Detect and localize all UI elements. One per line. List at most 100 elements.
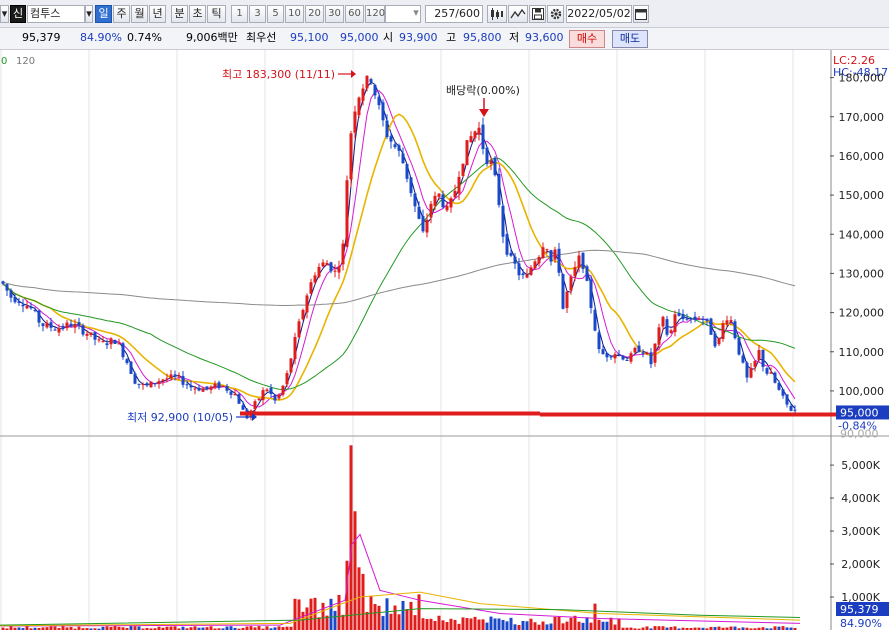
candle-up <box>289 358 293 373</box>
volume-bar <box>625 627 629 630</box>
stock-name-field[interactable]: 컴투스 <box>27 5 85 23</box>
candle-down <box>733 321 737 339</box>
candle-settings-button[interactable] <box>487 5 507 23</box>
candle-down <box>269 387 273 395</box>
save-icon <box>531 8 544 20</box>
candle-up <box>353 111 357 133</box>
gear-icon <box>550 8 561 20</box>
price-tick-label: 150,000 <box>839 189 885 202</box>
interval-3[interactable]: 3 <box>249 5 266 23</box>
volume-bar <box>721 627 725 630</box>
candle-up <box>45 322 49 328</box>
volume-bar <box>289 626 293 630</box>
volume-tick-label: 3,000K <box>841 525 880 538</box>
stock-dropdown-button[interactable]: ▾ <box>85 5 93 23</box>
volume-bar <box>717 626 721 630</box>
price-tick-label: 110,000 <box>839 346 885 359</box>
tab-day[interactable]: 일 <box>95 5 112 23</box>
interval-30[interactable]: 30 <box>325 5 344 23</box>
candle-down <box>205 386 209 389</box>
candle-down <box>397 145 401 151</box>
tab-second[interactable]: 초 <box>189 5 206 23</box>
candle-up <box>277 394 281 399</box>
candle-up <box>281 385 285 395</box>
interval-120[interactable]: 120 <box>365 5 385 23</box>
volume-bar <box>141 628 145 630</box>
arrow-right-icon <box>252 413 257 421</box>
volume-bar <box>485 622 489 630</box>
candle-up <box>293 337 297 360</box>
volume-bar <box>525 621 529 630</box>
interval-20[interactable]: 20 <box>305 5 324 23</box>
menu-dropdown-button[interactable]: ▾ <box>0 5 9 23</box>
chevron-down-icon[interactable]: ▾ <box>413 6 419 19</box>
volume-bar <box>549 623 553 630</box>
candle-down <box>677 312 681 316</box>
candle-up <box>297 321 301 338</box>
volume-bar <box>573 615 577 630</box>
candle-up <box>333 270 337 272</box>
zoom-button[interactable] <box>508 5 528 23</box>
volume-bar <box>541 621 545 630</box>
candle-up <box>109 338 113 345</box>
volume-bar <box>733 626 737 630</box>
candle-down <box>133 373 137 384</box>
tab-year[interactable]: 년 <box>149 5 166 23</box>
save-button[interactable] <box>529 5 546 23</box>
volume-bar <box>97 628 101 630</box>
volume-bar <box>341 614 345 630</box>
volume-bar <box>597 619 601 630</box>
candle-up <box>577 255 581 268</box>
volume-bar <box>545 624 549 630</box>
ratio-value-2: 0.74% <box>127 31 162 44</box>
volume-bar <box>17 627 21 630</box>
date-field[interactable]: 2022/05/02 <box>566 5 632 23</box>
tab-week[interactable]: 주 <box>113 5 130 23</box>
interval-60[interactable]: 60 <box>345 5 364 23</box>
candle-down <box>77 322 81 326</box>
candle-up <box>317 266 321 277</box>
page-count-field[interactable]: 257/600 <box>425 5 483 23</box>
volume-bar <box>685 627 689 630</box>
price-tick-label: 170,000 <box>839 111 885 124</box>
buy-button[interactable]: 매수 <box>569 30 605 48</box>
candle-up <box>341 243 345 265</box>
moving-average-line-60 <box>2 157 796 391</box>
candle-down <box>649 352 653 365</box>
interval-10[interactable]: 10 <box>285 5 304 23</box>
tab-month[interactable]: 월 <box>131 5 148 23</box>
settings-button[interactable] <box>547 5 564 23</box>
calendar-button[interactable] <box>633 5 649 23</box>
tab-minute[interactable]: 분 <box>171 5 188 23</box>
volume-average-line-2 <box>0 591 801 627</box>
tab-tick[interactable]: 틱 <box>207 5 226 23</box>
interval-1[interactable]: 1 <box>231 5 248 23</box>
interval-5[interactable]: 5 <box>267 5 284 23</box>
volume-bar <box>101 626 105 630</box>
hc-label: HC:-48.17 <box>833 66 888 79</box>
sell-button[interactable]: 매도 <box>612 30 648 48</box>
candle-down <box>373 84 377 96</box>
custom-interval-input[interactable] <box>385 5 421 23</box>
volume-bar <box>673 626 677 630</box>
price-tick-label: 160,000 <box>839 150 885 163</box>
volume-bar <box>713 627 717 630</box>
volume-bar <box>197 627 201 630</box>
volume-bar <box>345 560 349 630</box>
stock-chart[interactable]: 0 120 LC:2.26 HC:-48.17 최고 183,300 (11/11) 배당… <box>0 50 889 630</box>
volume-tick-label: 4,000K <box>841 492 880 505</box>
candle-up <box>645 352 649 355</box>
low-price: 93,600 <box>525 31 564 44</box>
volume-bar <box>29 628 33 630</box>
volume-bar <box>121 627 125 630</box>
volume-bar <box>9 626 13 630</box>
candle-down <box>229 391 233 395</box>
new-window-button[interactable]: 신 <box>10 5 26 23</box>
candle-up <box>697 318 701 320</box>
candle-down <box>37 310 41 323</box>
volume-bar <box>217 628 221 630</box>
highest-price-marker: 최고 183,300 (11/11) <box>222 68 335 81</box>
volume-bar <box>65 627 69 630</box>
candle-up <box>573 267 577 277</box>
